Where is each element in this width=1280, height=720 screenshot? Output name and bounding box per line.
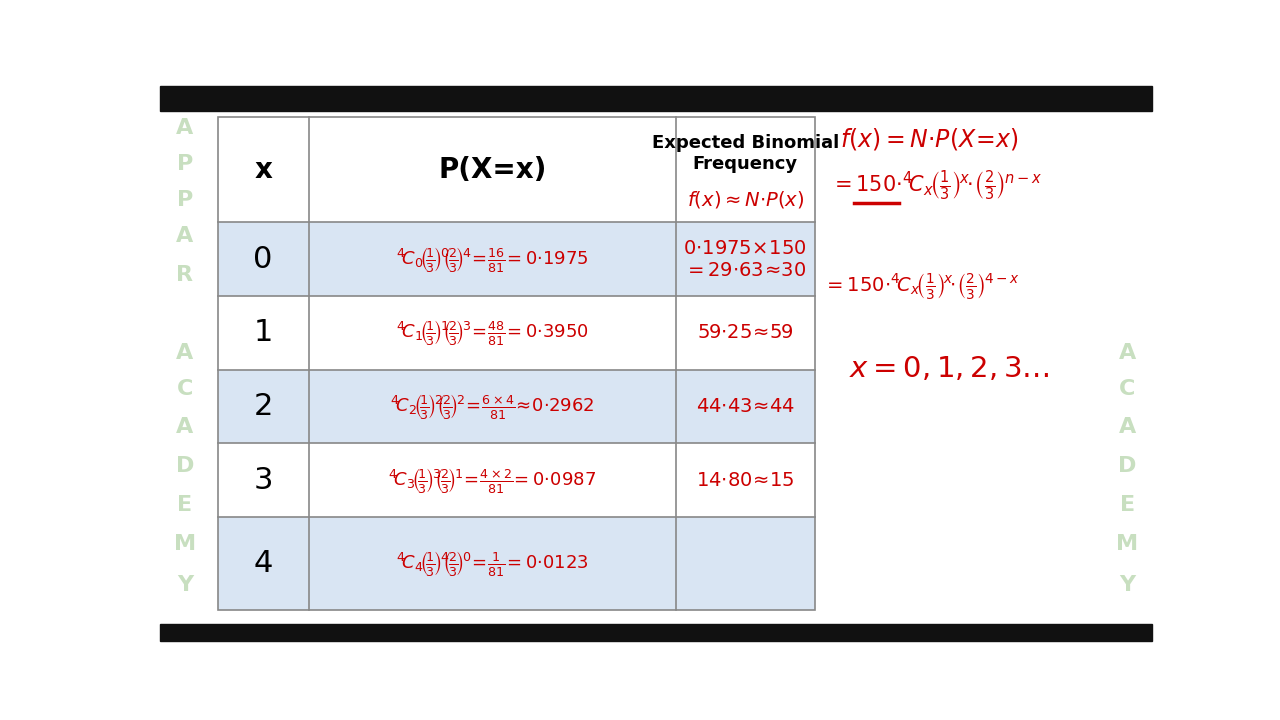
Text: 0: 0 [253,245,273,274]
Text: P: P [177,154,193,174]
Text: x: x [255,156,273,184]
Text: $^4\!C_0\!\left(\!\frac{1}{3}\!\right)^{\!0}\!\!\left(\!\frac{2}{3}\!\right)^{\!: $^4\!C_0\!\left(\!\frac{1}{3}\!\right)^{… [396,245,589,274]
Bar [218,517,815,611]
Text: R: R [177,265,193,285]
Text: $14{\cdot}80\!\approx\!15$: $14{\cdot}80\!\approx\!15$ [696,471,795,490]
Bar [218,117,815,611]
Bar [218,369,815,444]
Bar [218,296,815,369]
Text: P(X=x): P(X=x) [438,156,547,184]
Text: $f(x) = N{\cdot}P(X\!=\!x)$: $f(x) = N{\cdot}P(X\!=\!x)$ [840,126,1019,152]
Bar [218,222,815,296]
Text: D: D [175,456,195,476]
Text: 1: 1 [253,318,273,347]
Text: 3: 3 [253,466,273,495]
Bar [218,444,815,517]
Text: C: C [1119,379,1135,399]
Text: M: M [174,534,196,554]
Text: $= 150{\cdot}^4\!C_x\!\left(\frac{1}{3}\right)^{\!x}\!\!\cdot\!\left(\frac{2}{3}: $= 150{\cdot}^4\!C_x\!\left(\frac{1}{3}\… [829,169,1042,204]
Text: $^4\!C_3\!\left(\!\frac{1}{3}\!\right)^{\!3}\!\!\left(\!\frac{2}{3}\!\right)^{\!: $^4\!C_3\!\left(\!\frac{1}{3}\!\right)^{… [388,466,596,495]
Text: C: C [177,379,193,399]
Text: P: P [177,190,193,210]
Text: 4: 4 [253,549,273,578]
Text: M: M [1116,534,1138,554]
Text: $= 150{\cdot}^4\!C_x\!\left(\frac{1}{3}\right)^{\!x}\!\!\cdot\!\left(\frac{2}{3}: $= 150{\cdot}^4\!C_x\!\left(\frac{1}{3}\… [823,271,1019,301]
Text: A: A [177,118,193,138]
Bar [160,624,1152,641]
Text: E: E [177,495,192,515]
Text: D: D [1117,456,1137,476]
Bar [160,86,1152,112]
Text: A: A [177,343,193,362]
Text: $x = 0, 1, 2, 3{\ldots}$: $x = 0, 1, 2, 3{\ldots}$ [850,355,1050,383]
Text: $f(x) \approx N{\cdot}P(x)$: $f(x) \approx N{\cdot}P(x)$ [686,189,804,210]
Text: $^4\!C_4\!\left(\!\frac{1}{3}\!\right)^{\!4}\!\!\left(\!\frac{2}{3}\!\right)^{\!: $^4\!C_4\!\left(\!\frac{1}{3}\!\right)^{… [396,549,589,578]
Text: 2: 2 [253,392,273,421]
Text: $^4\!C_1\!\left(\!\frac{1}{3}\!\right)^{\!1}\!\!\left(\!\frac{2}{3}\!\right)^{\!: $^4\!C_1\!\left(\!\frac{1}{3}\!\right)^{… [396,318,589,347]
Text: A: A [1119,418,1135,437]
Text: A: A [177,418,193,437]
Text: $^4\!C_2\!\left(\!\frac{1}{3}\!\right)^{\!2}\!\!\left(\!\frac{2}{3}\!\right)^{\!: $^4\!C_2\!\left(\!\frac{1}{3}\!\right)^{… [390,392,595,421]
Text: Y: Y [1119,575,1135,595]
Text: A: A [177,226,193,246]
Text: Frequency: Frequency [692,156,797,174]
Text: $59{\cdot}25\!\approx\!59$: $59{\cdot}25\!\approx\!59$ [698,323,794,342]
Text: $44{\cdot}43\!\approx\!44$: $44{\cdot}43\!\approx\!44$ [696,397,795,416]
Text: Y: Y [177,575,193,595]
Text: A: A [1119,343,1135,362]
Text: E: E [1120,495,1135,515]
Text: $0{\cdot}1975\!\times\!150$
$=29{\cdot}63\!\approx\!30$: $0{\cdot}1975\!\times\!150$ $=29{\cdot}6… [684,238,808,279]
Text: Expected Binomial: Expected Binomial [652,134,838,152]
